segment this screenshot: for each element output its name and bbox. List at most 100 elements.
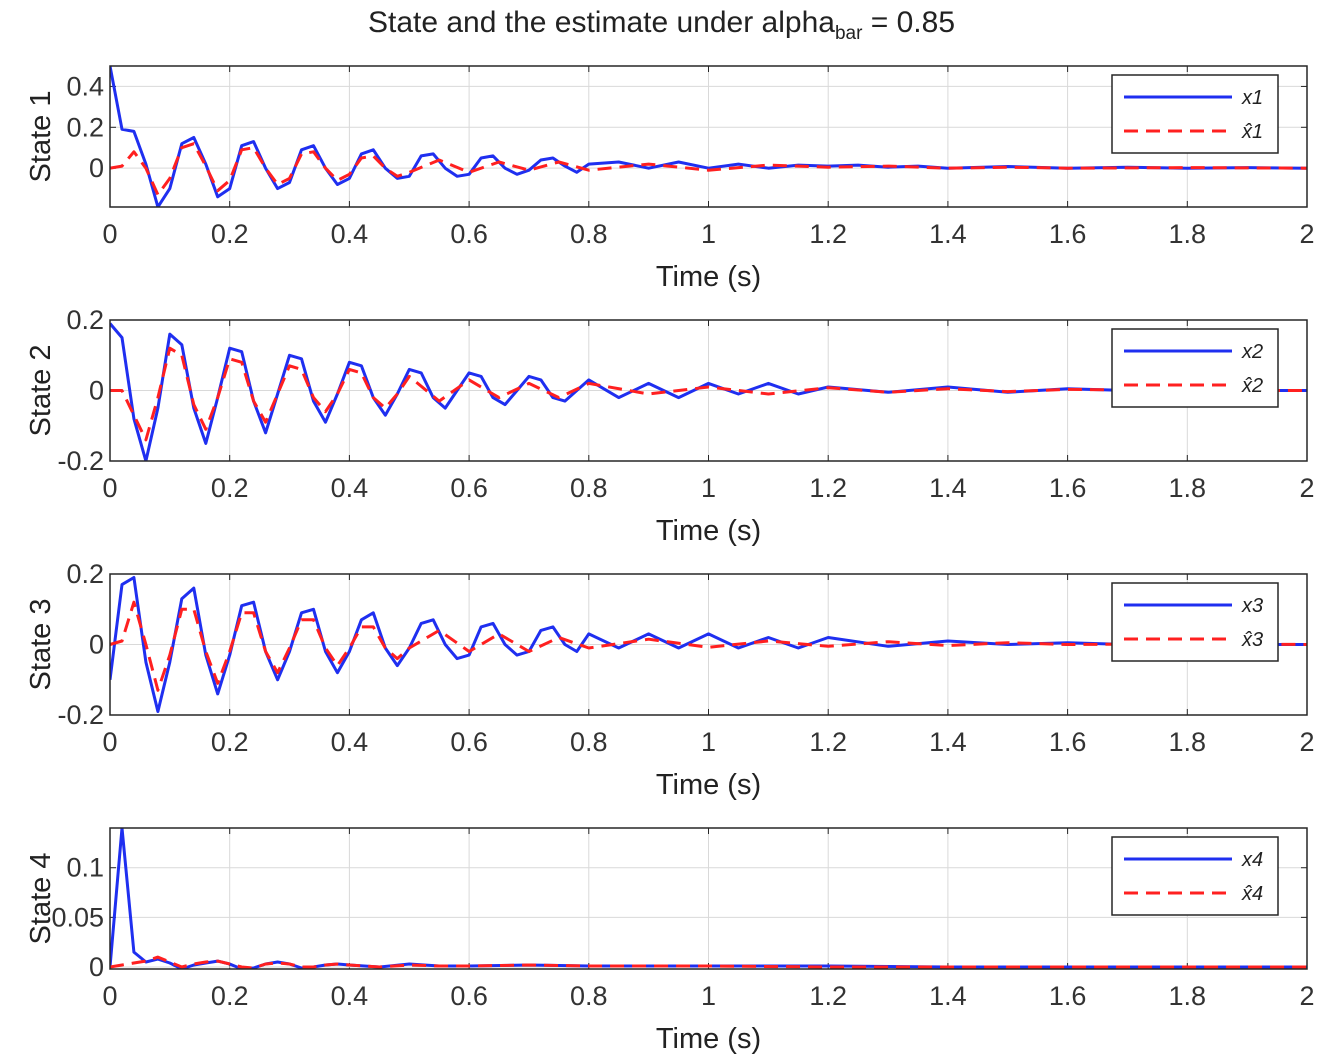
x-tick-label: 1.4 xyxy=(929,981,967,1011)
legend-box xyxy=(1111,836,1279,916)
x-tick-label: 0.2 xyxy=(211,727,249,757)
y-tick-label: 0.2 xyxy=(66,112,104,142)
y-tick-label: 0.1 xyxy=(66,853,104,883)
x-tick-label: 0.4 xyxy=(331,219,369,249)
legend-box xyxy=(1111,582,1279,662)
estimate-series-line xyxy=(110,142,1307,197)
x-tick-label: 1.2 xyxy=(809,727,847,757)
x-tick-label: 2 xyxy=(1299,981,1314,1011)
x-tick-label: 0 xyxy=(102,473,117,503)
x-tick-label: 1.8 xyxy=(1169,981,1207,1011)
x-tick-label: 1 xyxy=(701,981,716,1011)
x-tick-label: 0 xyxy=(102,981,117,1011)
x-tick-label: 0.6 xyxy=(450,981,488,1011)
legend: x3 x̂3 xyxy=(1111,582,1279,662)
y-tick-label: 0.2 xyxy=(66,559,104,589)
x-tick-label: 2 xyxy=(1299,219,1314,249)
x-tick-label: 0.2 xyxy=(211,473,249,503)
y-tick-label: 0 xyxy=(89,630,104,660)
y-tick-label: 0.4 xyxy=(66,71,104,101)
subplot-1: 0 0.2 0.4 0.6 0.8 1 1.2 1.4 1.6 1.8 2 0 0.2 0.4 Time (… xyxy=(25,65,1315,293)
y-axis-label: State 3 xyxy=(25,599,57,691)
y-axis-label: State 2 xyxy=(25,345,57,437)
x-tick-label: 0.4 xyxy=(331,473,369,503)
x-tick-label: 0.4 xyxy=(331,981,369,1011)
y-tick-label: 0.05 xyxy=(51,902,104,932)
legend-label: x̂3 xyxy=(1241,629,1263,651)
y-tick-label: 0 xyxy=(89,376,104,406)
legend-box xyxy=(1111,74,1279,154)
x-tick-label: 1.8 xyxy=(1169,727,1207,757)
x-tick-label: 0.2 xyxy=(211,219,249,249)
legend-box xyxy=(1111,328,1279,408)
x-axis-label: Time (s) xyxy=(656,769,761,801)
x-tick-label: 2 xyxy=(1299,727,1314,757)
y-tick-label: 0.2 xyxy=(66,305,104,335)
legend-label: x1 xyxy=(1241,87,1263,109)
y-tick-label: -0.2 xyxy=(57,446,104,476)
estimate-series-line xyxy=(110,346,1307,442)
x-tick-label: 0.6 xyxy=(450,219,488,249)
figure-title-main: State and the estimate under alpha xyxy=(367,6,835,39)
state-series-line xyxy=(110,66,1307,207)
subplot-3: 0 0.2 0.4 0.6 0.8 1 1.2 1.4 1.6 1.8 2-0.200.2Time … xyxy=(25,559,1315,801)
x-tick-label: 1.8 xyxy=(1169,219,1207,249)
estimate-series-line xyxy=(110,600,1307,692)
legend-label: x̂1 xyxy=(1241,121,1263,143)
legend: x1 x̂1 xyxy=(1111,74,1279,154)
x-axis-label: Time (s) xyxy=(656,515,761,547)
y-tick-label: 0 xyxy=(89,952,104,982)
x-tick-label: 1.8 xyxy=(1169,473,1207,503)
x-tick-label: 0.8 xyxy=(570,727,608,757)
x-tick-label: 1 xyxy=(701,219,716,249)
axes-frame xyxy=(109,827,1308,970)
x-tick-label: 0 xyxy=(102,219,117,249)
subplot-4: 0 0.2 0.4 0.6 0.8 1 1.2 1.4 1.6 1.8 2 0 0.05 0.1 Time … xyxy=(25,827,1315,1055)
x-axis-label: Time (s) xyxy=(656,1023,761,1055)
y-tick-label: -0.2 xyxy=(57,700,104,730)
estimate-series-line xyxy=(110,955,1307,969)
x-tick-label: 0 xyxy=(102,727,117,757)
x-tick-label: 2 xyxy=(1299,473,1314,503)
x-tick-label: 1.4 xyxy=(929,727,967,757)
subplot-2: 0 0.2 0.4 0.6 0.8 1 1.2 1.4 1.6 1.8 2-0.200.2Time … xyxy=(25,305,1315,547)
y-axis-label: State 1 xyxy=(25,91,57,183)
x-tick-label: 1.6 xyxy=(1049,727,1087,757)
x-tick-label: 1.6 xyxy=(1049,981,1087,1011)
axes-frame xyxy=(109,319,1308,462)
x-tick-label: 1.2 xyxy=(809,473,847,503)
figure-title-tail: = 0.85 xyxy=(862,6,956,39)
x-tick-label: 0.8 xyxy=(570,219,608,249)
figure-title: State and the estimate under alphabar = … xyxy=(0,6,1323,45)
legend: x4 x̂4 xyxy=(1111,836,1279,916)
figure-title-sub: bar xyxy=(834,23,863,44)
x-tick-label: 0.8 xyxy=(570,473,608,503)
x-tick-label: 1.2 xyxy=(809,219,847,249)
x-tick-label: 0.8 xyxy=(570,981,608,1011)
x-tick-label: 0.4 xyxy=(331,727,369,757)
legend-label: x4 xyxy=(1241,849,1263,871)
legend: x2 x̂2 xyxy=(1111,328,1279,408)
axes-frame xyxy=(109,573,1308,716)
legend-label: x̂2 xyxy=(1241,375,1263,397)
x-tick-label: 0.6 xyxy=(450,727,488,757)
x-tick-label: 0.2 xyxy=(211,981,249,1011)
x-tick-label: 1 xyxy=(701,473,716,503)
legend-label: x2 xyxy=(1241,341,1263,363)
x-tick-label: 1.2 xyxy=(809,981,847,1011)
x-tick-label: 1.6 xyxy=(1049,473,1087,503)
x-tick-label: 0.6 xyxy=(450,473,488,503)
axes-frame xyxy=(109,65,1308,208)
legend-label: x3 xyxy=(1241,595,1263,617)
legend-label: x̂4 xyxy=(1241,883,1263,905)
state-series-line xyxy=(110,576,1307,713)
x-tick-label: 1.4 xyxy=(929,473,967,503)
x-tick-label: 1 xyxy=(701,727,716,757)
x-tick-label: 1.4 xyxy=(929,219,967,249)
y-tick-label: 0 xyxy=(89,153,104,183)
y-axis-label: State 4 xyxy=(25,853,57,945)
x-axis-label: Time (s) xyxy=(656,261,761,293)
x-tick-label: 1.6 xyxy=(1049,219,1087,249)
